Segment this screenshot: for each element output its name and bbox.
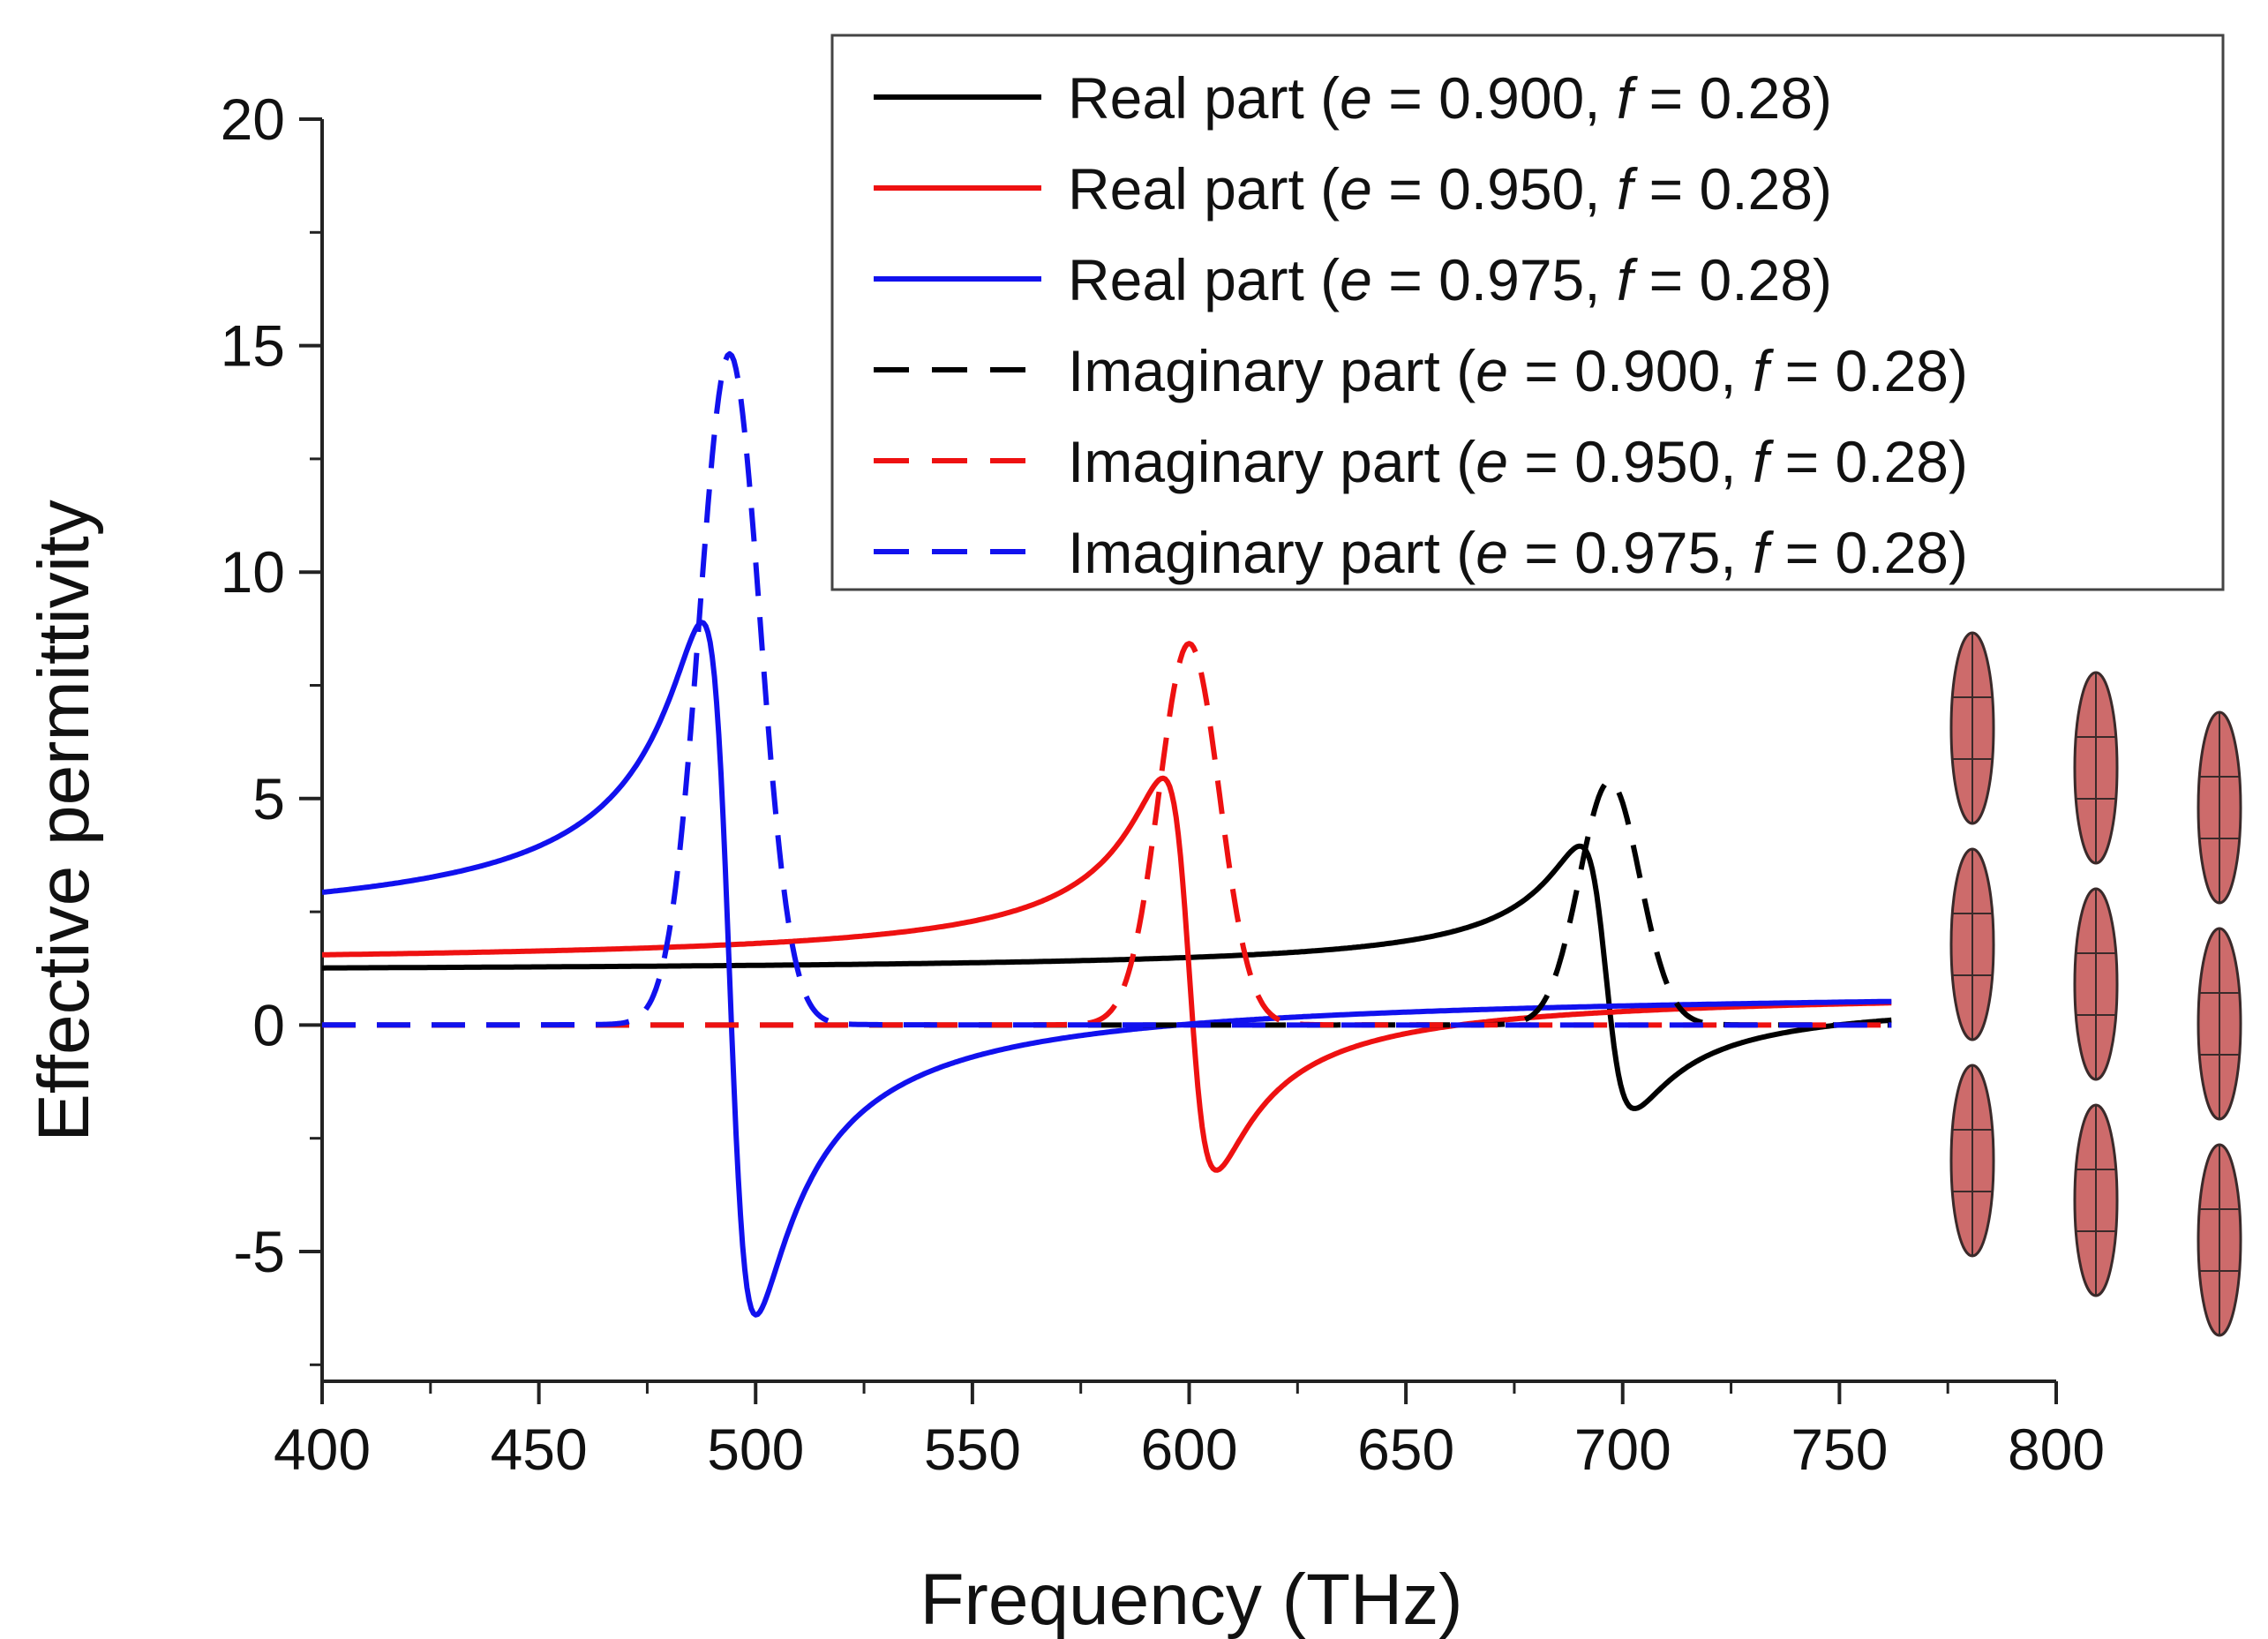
ellipsoid-particle — [1949, 631, 1995, 825]
x-tick-labels: 400 450 500 550 600 650 700 750 800 — [274, 1417, 2105, 1482]
legend: Real part (e = 0.900, f = 0.28) Real part… — [830, 34, 2225, 591]
x-tick-label: 550 — [924, 1417, 1021, 1482]
ellipsoid-particle — [2073, 1103, 2119, 1297]
y-tick-label: -5 — [233, 1219, 285, 1284]
series-line-imag-0.900 — [322, 778, 1892, 1028]
x-tick-label: 650 — [1357, 1417, 1454, 1482]
legend-label: Imaginary part (e = 0.950, f = 0.28) — [1068, 429, 1968, 494]
legend-label: Real part (e = 0.975, f = 0.28) — [1068, 247, 1832, 312]
y-tick-label: 10 — [221, 539, 285, 605]
series-line-real-0.950 — [322, 775, 1892, 1173]
x-tick-label: 750 — [1791, 1417, 1888, 1482]
y-tick-label: 20 — [221, 86, 285, 152]
ellipsoid-particle — [1949, 847, 1995, 1041]
x-tick-label: 450 — [491, 1417, 588, 1482]
y-tick-labels: -5 0 5 10 15 20 — [221, 86, 285, 1284]
ellipsoid-particle — [2197, 927, 2242, 1121]
x-axis-title: Frequency (THz) — [920, 1560, 1462, 1639]
ellipsoid-particle — [2073, 671, 2119, 865]
ellipsoid-particle — [2197, 1143, 2242, 1337]
legend-label: Imaginary part (e = 0.975, f = 0.28) — [1068, 520, 1968, 585]
legend-box — [830, 34, 2225, 591]
x-tick-label: 500 — [707, 1417, 804, 1482]
x-tick-label: 800 — [2008, 1417, 2105, 1482]
series-line-imag-0.975 — [322, 350, 1892, 1028]
series-layer — [322, 350, 1892, 1318]
legend-label: Imaginary part (e = 0.900, f = 0.28) — [1068, 338, 1968, 403]
ellipsoid-particle — [2073, 887, 2119, 1081]
x-tick-label: 400 — [274, 1417, 371, 1482]
ellipsoid-particle — [1949, 1064, 1995, 1258]
legend-label: Real part (e = 0.950, f = 0.28) — [1068, 156, 1832, 222]
x-tick-label: 700 — [1574, 1417, 1671, 1482]
y-tick-label: 0 — [252, 992, 285, 1057]
y-tick-label: 15 — [221, 313, 285, 379]
series-line-real-0.975 — [322, 620, 1892, 1318]
series-line-real-0.900 — [322, 843, 1892, 1111]
legend-label: Real part (e = 0.900, f = 0.28) — [1068, 65, 1832, 131]
y-axis-title: Effective permittivity — [24, 500, 104, 1142]
ellipsoid-particle — [2197, 710, 2242, 905]
x-tick-label: 600 — [1140, 1417, 1237, 1482]
axes — [299, 117, 2058, 1404]
ellipsoid-array-icon — [1949, 631, 2242, 1337]
y-tick-label: 5 — [252, 766, 285, 831]
